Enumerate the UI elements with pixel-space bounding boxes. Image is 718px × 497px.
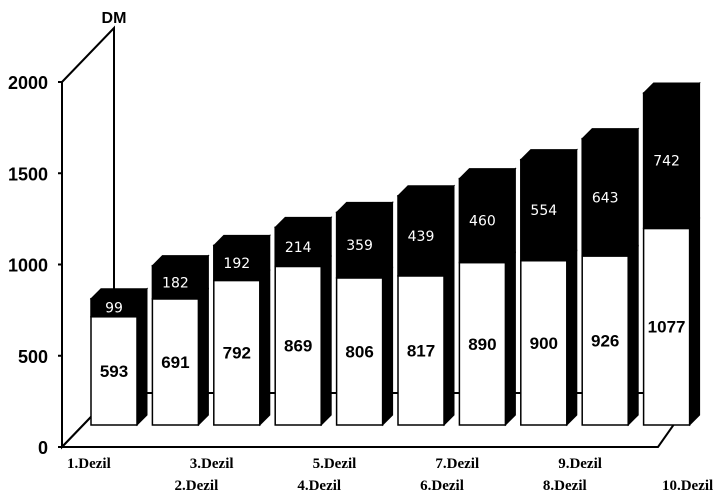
bar-low-side xyxy=(689,217,701,427)
bar-low-front xyxy=(642,227,691,426)
bar-low-front xyxy=(90,316,138,426)
data-label: 869 xyxy=(284,337,312,356)
bar-low-side xyxy=(504,251,516,427)
bar-high-front xyxy=(520,158,568,262)
x-tick-label: 5.Dezil xyxy=(313,456,357,472)
bar-high-top xyxy=(212,234,272,246)
x-tick-label: 1.Dezil xyxy=(67,456,111,472)
bar-high-top xyxy=(396,185,456,197)
data-label: 1077 xyxy=(648,318,686,337)
bar-high-side xyxy=(382,201,394,280)
data-label: 742 xyxy=(653,154,680,170)
data-label: 460 xyxy=(469,214,496,230)
bar-low-side xyxy=(197,287,209,427)
bar-high-side xyxy=(627,127,639,258)
y-axis-unit: DM xyxy=(102,10,127,27)
bar-low-front xyxy=(151,298,200,426)
bar-high-front xyxy=(397,195,445,277)
data-label: 691 xyxy=(161,353,189,372)
x-tick-label: 2.Dezil xyxy=(175,478,219,494)
data-label: 900 xyxy=(530,334,558,353)
data-label: 926 xyxy=(591,332,619,351)
data-label: 192 xyxy=(223,256,250,272)
bar-low-side xyxy=(320,255,332,427)
data-label: 99 xyxy=(105,301,123,317)
bar-high-side xyxy=(566,148,578,262)
bar-low-front xyxy=(458,261,507,426)
data-label: 817 xyxy=(407,341,435,360)
bar-high-front xyxy=(581,137,629,257)
bar-low-front xyxy=(274,265,322,426)
bar-high-side xyxy=(443,184,455,278)
bar-high-top xyxy=(580,128,640,140)
bar-low-side xyxy=(382,266,394,427)
bar-high-top xyxy=(273,216,333,228)
bar-low-side xyxy=(566,249,578,427)
x-tick-label: 3.Dezil xyxy=(190,456,234,472)
bar-high-front xyxy=(642,92,691,230)
bar-high-side xyxy=(504,167,516,264)
bar-low-side xyxy=(627,244,639,427)
data-label: 792 xyxy=(223,344,251,363)
bars xyxy=(89,81,701,427)
x-tick-label: 9.Dezil xyxy=(558,456,602,472)
y-tick-label: 1000 xyxy=(8,256,48,276)
y-tick-label: 0 xyxy=(38,438,48,458)
bar-high-top xyxy=(642,82,701,94)
bar-low-front xyxy=(397,275,445,426)
data-label: 806 xyxy=(345,342,373,361)
data-label: 593 xyxy=(100,362,128,381)
bar-high-front xyxy=(274,226,322,268)
bar-low-front xyxy=(581,255,629,426)
bar-high-top xyxy=(151,255,210,267)
data-label: 643 xyxy=(592,190,619,206)
x-tick-label: 7.Dezil xyxy=(435,456,479,472)
x-tick-label: 8.Dezil xyxy=(543,478,587,494)
bar-low-side xyxy=(259,269,271,427)
bar-high-top xyxy=(335,201,394,213)
bar-high-top xyxy=(89,288,149,300)
bar-low-front xyxy=(213,279,261,426)
bar-high-front xyxy=(335,211,384,279)
y-tick-label: 1500 xyxy=(8,164,48,184)
y-tick-label: 500 xyxy=(18,347,48,367)
bar-high-top xyxy=(458,168,517,180)
bar-high-top xyxy=(519,149,579,161)
bar-high-front xyxy=(213,244,261,282)
data-label: 182 xyxy=(162,275,189,291)
data-label: 359 xyxy=(346,238,373,254)
bar-high-side xyxy=(689,81,701,230)
bar-low-side xyxy=(443,264,455,427)
labels: 0 500 1000 1500 2000 DM 593 99 1.Dezil 691 182 2.De… xyxy=(8,10,713,494)
x-tick-label: 6.Dezil xyxy=(420,478,464,494)
data-label: 439 xyxy=(408,229,435,245)
bar-low-side xyxy=(136,305,148,427)
data-label: 890 xyxy=(468,335,496,354)
x-tick-label: 10.Dezil xyxy=(662,478,713,494)
x-tick-label: 4.Dezil xyxy=(297,478,341,494)
y-tick-label: 2000 xyxy=(8,73,48,93)
data-label: 554 xyxy=(530,203,557,219)
data-label: 214 xyxy=(285,240,312,256)
